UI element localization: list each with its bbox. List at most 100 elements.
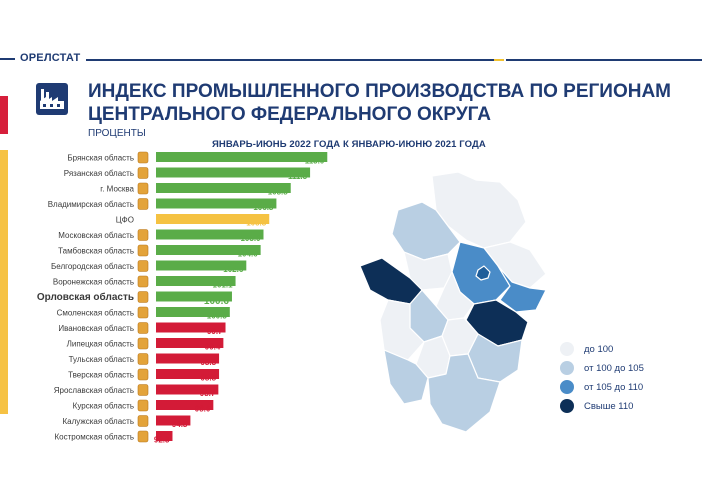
category-label: Липецкая область xyxy=(67,340,134,349)
unit-label: ПРОЦЕНТЫ xyxy=(88,128,146,139)
category-label: Владимирская область xyxy=(48,200,134,209)
bar xyxy=(156,198,277,209)
map-region-kursk xyxy=(379,299,425,361)
bar xyxy=(156,291,232,302)
value-label: 113.9 xyxy=(305,157,325,166)
value-label: 106.8 xyxy=(253,203,274,212)
category-label: Орловская область xyxy=(37,291,134,303)
legend-label: от 105 до 110 xyxy=(584,382,644,393)
header-rule-accent xyxy=(494,59,504,61)
side-accent-gold xyxy=(0,150,8,414)
legend-label: от 100 до 105 xyxy=(584,363,644,374)
region-crest-icon xyxy=(137,384,149,396)
bar xyxy=(156,229,264,240)
header-accent-left xyxy=(0,58,15,60)
bar xyxy=(156,322,226,333)
region-crest-icon xyxy=(137,399,149,412)
category-label: Ивановская область xyxy=(58,324,134,333)
category-label: Воронежская область xyxy=(53,278,134,287)
region-crest-icon xyxy=(137,198,149,210)
region-crest-icon xyxy=(137,260,149,272)
bar xyxy=(156,369,220,379)
legend-label: до 100 xyxy=(584,344,614,355)
region-crest-icon xyxy=(137,275,149,288)
category-label: ЦФО xyxy=(116,216,134,225)
legend-label: Свыше 110 xyxy=(584,401,634,412)
value-label: 92.3 xyxy=(154,436,170,445)
legend-swatch xyxy=(560,361,574,375)
map-region-moscow-city xyxy=(475,265,491,281)
legend-swatch xyxy=(560,380,574,394)
category-label: Рязанская область xyxy=(64,169,134,178)
region-crest-icon xyxy=(137,229,149,241)
value-label: 105.8 xyxy=(246,219,267,228)
value-label: 100.6 xyxy=(204,296,229,307)
page-title: ИНДЕКС ПРОМЫШЛЕННОГО ПРОИЗВОДСТВА ПО РЕГ… xyxy=(88,80,708,126)
region-crest-icon xyxy=(137,306,149,319)
header-rule xyxy=(86,59,494,61)
cfo-region-map xyxy=(359,171,547,433)
region-crest-icon xyxy=(137,337,149,350)
category-label: Костромская область xyxy=(55,433,134,442)
bar xyxy=(156,400,214,410)
value-label: 105.0 xyxy=(240,234,261,243)
period-label: ЯНВАРЬ-ИЮНЬ 2022 ГОДА К ЯНВАРЮ-ИЮНЮ 2021… xyxy=(212,139,486,150)
title-line-1: ИНДЕКС ПРОМЫШЛЕННОГО ПРОИЗВОДСТВА ПО РЕГ… xyxy=(88,81,672,102)
bar xyxy=(156,214,270,224)
map-region-belgorod xyxy=(383,349,429,405)
bar xyxy=(156,276,236,286)
value-label: 98.7 xyxy=(200,389,216,398)
value-label: 111.5 xyxy=(288,172,308,181)
map-region-voronezh xyxy=(427,353,501,433)
legend-swatch xyxy=(560,399,574,413)
bar xyxy=(156,167,311,178)
value-label: 98.8 xyxy=(200,374,216,383)
value-label: 101.1 xyxy=(213,281,234,290)
category-label: Тульская область xyxy=(69,355,134,364)
header-rule-right xyxy=(506,59,702,61)
category-label: Ярославская область xyxy=(54,386,134,395)
bar xyxy=(156,431,173,441)
value-label: 108.8 xyxy=(268,188,289,197)
category-label: Московская область xyxy=(58,231,134,240)
bar xyxy=(156,415,191,426)
region-crest-icon xyxy=(137,167,149,179)
bar xyxy=(156,245,261,255)
category-label: Белгородская область xyxy=(51,262,134,271)
region-crest-icon xyxy=(137,244,149,257)
bar xyxy=(156,353,220,364)
bar xyxy=(156,307,230,317)
side-accent-red xyxy=(0,96,8,134)
bar xyxy=(156,338,224,348)
region-crest-icon xyxy=(137,291,149,303)
map-region-vladimir xyxy=(497,265,547,313)
value-label: 98.0 xyxy=(195,405,211,414)
value-label: 99.4 xyxy=(205,343,221,352)
category-label: Курская область xyxy=(73,402,134,411)
value-label: 99.7 xyxy=(207,327,223,336)
region-crest-icon xyxy=(137,415,149,427)
category-label: Тамбовская область xyxy=(58,247,134,256)
category-label: Брянская область xyxy=(67,154,134,163)
value-label: 100.3 xyxy=(207,312,228,321)
bar xyxy=(156,384,219,395)
bar xyxy=(156,183,291,193)
value-label: 102.6 xyxy=(223,265,244,274)
value-label: 94.8 xyxy=(172,420,188,429)
org-name: ОРЕЛСТАТ xyxy=(20,52,81,64)
bar xyxy=(156,152,328,162)
category-label: Калужская область xyxy=(62,417,134,426)
region-crest-icon xyxy=(137,182,149,195)
legend-swatch xyxy=(560,342,574,356)
region-crest-icon xyxy=(137,353,149,365)
category-label: г. Москва xyxy=(100,185,134,194)
region-crest-icon xyxy=(137,368,149,381)
region-crest-icon xyxy=(137,151,149,164)
value-label: 98.8 xyxy=(200,358,216,367)
bar xyxy=(156,260,247,271)
region-crest-icon xyxy=(137,430,149,443)
map-region-northwest xyxy=(391,201,461,261)
bar-chart: Брянская область 113.9 Рязанская область 11… xyxy=(37,151,328,445)
category-label: Тверская область xyxy=(68,371,134,380)
region-crest-icon xyxy=(137,322,149,334)
